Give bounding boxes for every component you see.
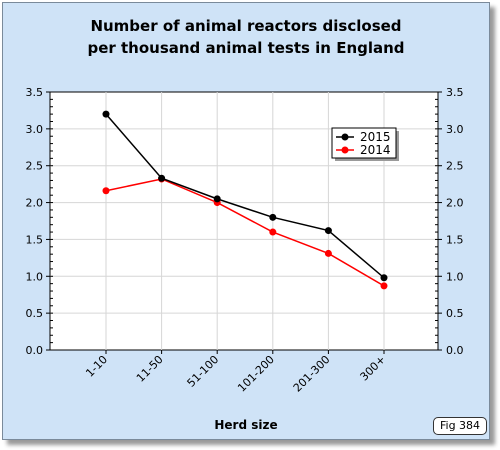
- chart-title: Number of animal reactors disclosed per …: [3, 15, 489, 59]
- legend-label: 2015: [360, 130, 391, 144]
- data-point-2015: [213, 195, 221, 203]
- y-tick-label-left: 0.0: [26, 344, 44, 357]
- y-tick-label-right: 2.0: [446, 197, 464, 210]
- data-point-2015: [380, 274, 388, 282]
- legend-box: [331, 127, 397, 159]
- series-line-2014: [105, 178, 385, 287]
- y-tick-label-left: 2.0: [26, 197, 44, 210]
- legend-label: 2014: [360, 143, 391, 157]
- legend-swatch-marker: [341, 146, 349, 154]
- x-tick-label: 300+: [358, 353, 389, 384]
- data-point-2014: [380, 282, 388, 290]
- y-tick-label-left: 1.0: [26, 270, 44, 283]
- y-tick-label-left: 1.5: [26, 233, 44, 246]
- y-tick-label-right: 1.0: [446, 270, 464, 283]
- data-point-2014: [269, 228, 277, 236]
- data-point-2014: [102, 187, 110, 195]
- x-tick-label: 101-200: [235, 353, 277, 395]
- y-tick-label-right: 1.5: [446, 233, 464, 246]
- data-point-2015: [102, 110, 110, 118]
- figure-tag: Fig 384: [433, 417, 488, 435]
- y-tick-label-right: 2.5: [446, 160, 464, 173]
- series-line-2015: [105, 113, 385, 279]
- y-tick-label-left: 3.0: [26, 123, 44, 136]
- y-tick-label-left: 2.5: [26, 160, 44, 173]
- chart-title-line-1: Number of animal reactors disclosed: [90, 17, 402, 35]
- x-tick-label: 11-50: [134, 353, 166, 385]
- x-tick-label: 201-300: [291, 353, 333, 395]
- data-point-2015: [269, 213, 277, 221]
- grid-lines: [50, 92, 438, 350]
- data-point-2015: [324, 227, 332, 235]
- y-tick-label-right: 3.5: [446, 86, 464, 99]
- data-point-2014: [324, 249, 332, 257]
- legend-swatch-marker: [341, 133, 349, 141]
- y-tick-label-right: 0.0: [446, 344, 464, 357]
- y-tick-label-left: 3.5: [26, 86, 44, 99]
- x-axis-label: Herd size: [214, 418, 278, 432]
- x-tick-label: 1-10: [83, 353, 110, 380]
- chart-title-line-2: per thousand animal tests in England: [87, 39, 405, 57]
- series-group: [102, 110, 388, 290]
- x-tick-label: 51-100: [185, 353, 222, 390]
- y-tick-label-left: 0.5: [26, 307, 44, 320]
- y-tick-label-right: 0.5: [446, 307, 464, 320]
- y-tick-label-right: 3.0: [446, 123, 464, 136]
- data-point-2015: [158, 174, 166, 182]
